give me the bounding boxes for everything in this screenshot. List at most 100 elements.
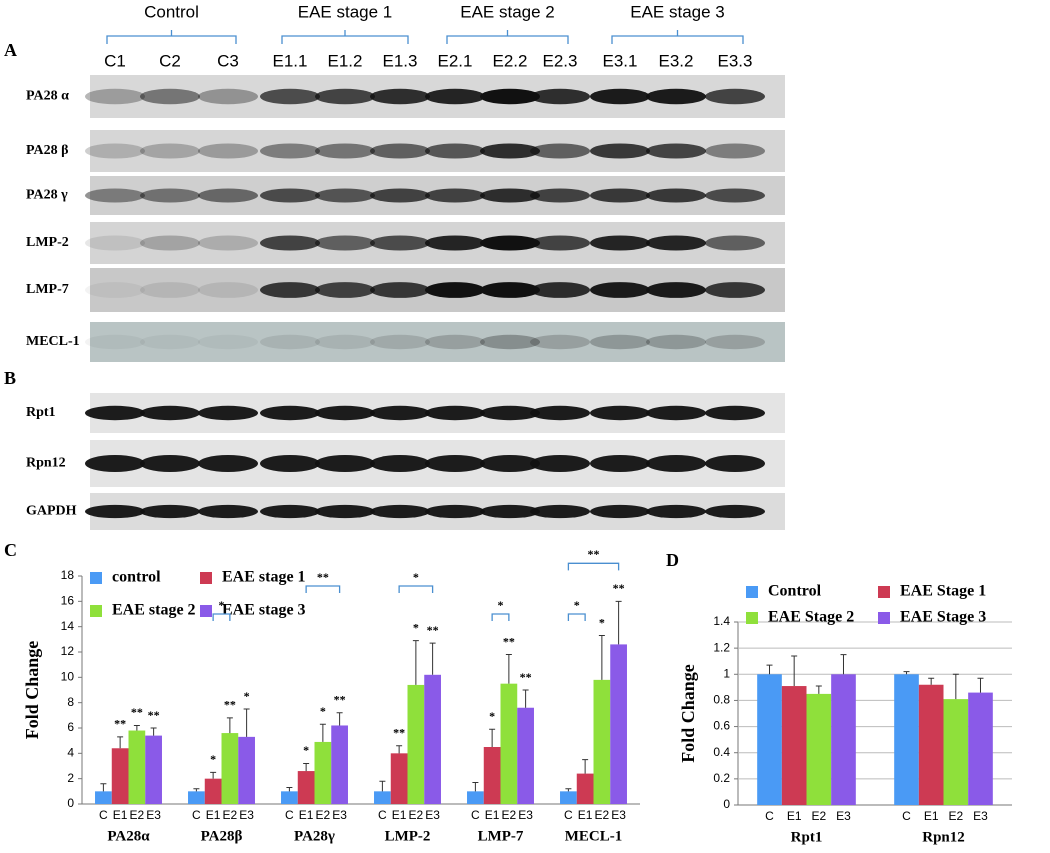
y-tick-label: 0	[723, 797, 730, 811]
bar	[483, 747, 501, 804]
error-bar	[396, 745, 403, 754]
error-bar	[379, 780, 386, 792]
bar-sublabel: E2	[595, 808, 610, 822]
x-tick-label: PA28α	[107, 828, 150, 844]
significance: *	[210, 752, 216, 766]
band	[260, 282, 320, 298]
band	[140, 334, 200, 350]
panel-label: A	[4, 40, 17, 60]
bar-sublabel: C	[192, 808, 201, 822]
error-bar	[766, 664, 773, 675]
band	[315, 405, 375, 421]
band	[370, 143, 430, 159]
band	[140, 235, 200, 251]
bar	[467, 791, 484, 804]
band	[85, 405, 145, 421]
lane-label: E1.2	[328, 51, 363, 70]
bracket-label: **	[317, 570, 329, 584]
bar-sublabel: E2	[409, 808, 424, 822]
bar-sublabel: E2	[316, 808, 331, 822]
error-bar	[210, 771, 217, 779]
significance: **	[427, 623, 439, 637]
band	[646, 504, 706, 519]
band	[85, 143, 145, 159]
band	[646, 334, 706, 350]
bar-sublabel: C	[99, 808, 108, 822]
band	[260, 334, 320, 350]
x-tick-label: PA28γ	[294, 828, 335, 844]
band	[425, 88, 485, 105]
bar-sublabel: E3	[836, 809, 851, 823]
band	[198, 143, 258, 159]
error-bar	[150, 727, 157, 736]
legend-swatch	[878, 612, 890, 624]
band	[260, 405, 320, 421]
band	[315, 188, 375, 203]
bar	[943, 699, 969, 805]
error-bar	[615, 600, 622, 645]
band	[646, 88, 706, 105]
blot-strip	[90, 322, 785, 362]
significance: *	[489, 709, 495, 723]
group-label: EAE stage 2	[460, 2, 555, 21]
band	[705, 143, 765, 159]
band	[370, 455, 430, 472]
band	[140, 88, 200, 105]
row-label: GAPDH	[26, 504, 77, 519]
band	[530, 455, 590, 472]
bar	[374, 791, 391, 804]
band	[198, 235, 258, 251]
y-axis-title: Fold Change	[22, 641, 42, 740]
band	[646, 235, 706, 251]
error-bar	[505, 654, 512, 684]
band	[370, 282, 430, 298]
error-bar	[582, 759, 589, 774]
legend-label: Control	[768, 583, 822, 600]
bar	[918, 684, 944, 805]
y-tick-label: 0.4	[713, 745, 730, 759]
bar	[517, 707, 534, 804]
row-label: MECL-1	[26, 334, 80, 349]
bar-sublabel: E3	[332, 808, 347, 822]
band	[590, 188, 650, 203]
band	[480, 143, 540, 159]
y-tick-label: 14	[61, 619, 75, 633]
error-bar	[117, 736, 124, 749]
significance: *	[413, 620, 419, 634]
band	[85, 504, 145, 519]
band	[590, 88, 650, 105]
significance: **	[393, 725, 405, 739]
significance-bracket	[491, 613, 510, 621]
error-bar	[286, 787, 293, 792]
band	[425, 143, 485, 159]
bar	[593, 679, 611, 804]
bar	[297, 771, 315, 804]
y-axis-title: Fold Change	[678, 664, 698, 763]
band	[705, 235, 765, 251]
bar	[500, 683, 518, 804]
band	[425, 235, 485, 251]
significance: **	[613, 581, 625, 595]
bar-sublabel: C	[285, 808, 294, 822]
legend-label: EAE Stage 1	[900, 583, 986, 600]
band	[705, 405, 765, 421]
row-label: PA28 β	[26, 143, 69, 158]
error-bar	[193, 788, 200, 792]
band	[425, 188, 485, 203]
band	[646, 143, 706, 159]
bar-sublabel: E2	[811, 809, 826, 823]
error-bar	[840, 654, 847, 675]
band	[140, 143, 200, 159]
bar	[204, 778, 222, 804]
significance-bracket	[212, 613, 231, 621]
error-bar	[319, 723, 326, 742]
band	[140, 188, 200, 203]
bar-sublabel: C	[765, 809, 774, 823]
band	[530, 188, 590, 203]
error-bar	[303, 762, 310, 772]
error-bar	[412, 640, 419, 685]
bar-sublabel: C	[564, 808, 573, 822]
error-bar	[472, 781, 479, 792]
band	[480, 188, 540, 203]
x-tick-label: Rpt1	[791, 829, 823, 845]
